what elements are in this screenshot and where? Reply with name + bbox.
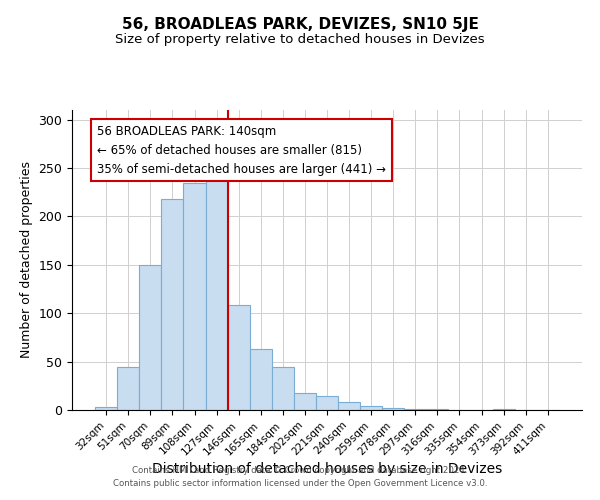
Bar <box>250 349 272 410</box>
Bar <box>427 409 448 410</box>
Bar <box>294 392 316 410</box>
Bar <box>206 170 227 410</box>
Bar <box>95 407 117 410</box>
Bar <box>338 402 360 410</box>
Bar <box>184 182 206 410</box>
Bar <box>316 396 338 410</box>
Y-axis label: Number of detached properties: Number of detached properties <box>20 162 33 358</box>
Bar <box>382 408 404 410</box>
Text: 56, BROADLEAS PARK, DEVIZES, SN10 5JE: 56, BROADLEAS PARK, DEVIZES, SN10 5JE <box>122 18 478 32</box>
Bar <box>227 304 250 410</box>
Bar <box>139 265 161 410</box>
Bar <box>117 368 139 410</box>
Text: Size of property relative to detached houses in Devizes: Size of property relative to detached ho… <box>115 32 485 46</box>
Text: Contains HM Land Registry data © Crown copyright and database right 2024.
Contai: Contains HM Land Registry data © Crown c… <box>113 466 487 487</box>
Bar <box>161 199 184 410</box>
X-axis label: Distribution of detached houses by size in Devizes: Distribution of detached houses by size … <box>152 462 502 476</box>
Bar <box>493 409 515 410</box>
Bar <box>360 406 382 410</box>
Bar <box>404 409 427 410</box>
Bar <box>272 368 294 410</box>
Text: 56 BROADLEAS PARK: 140sqm
← 65% of detached houses are smaller (815)
35% of semi: 56 BROADLEAS PARK: 140sqm ← 65% of detac… <box>97 124 386 176</box>
